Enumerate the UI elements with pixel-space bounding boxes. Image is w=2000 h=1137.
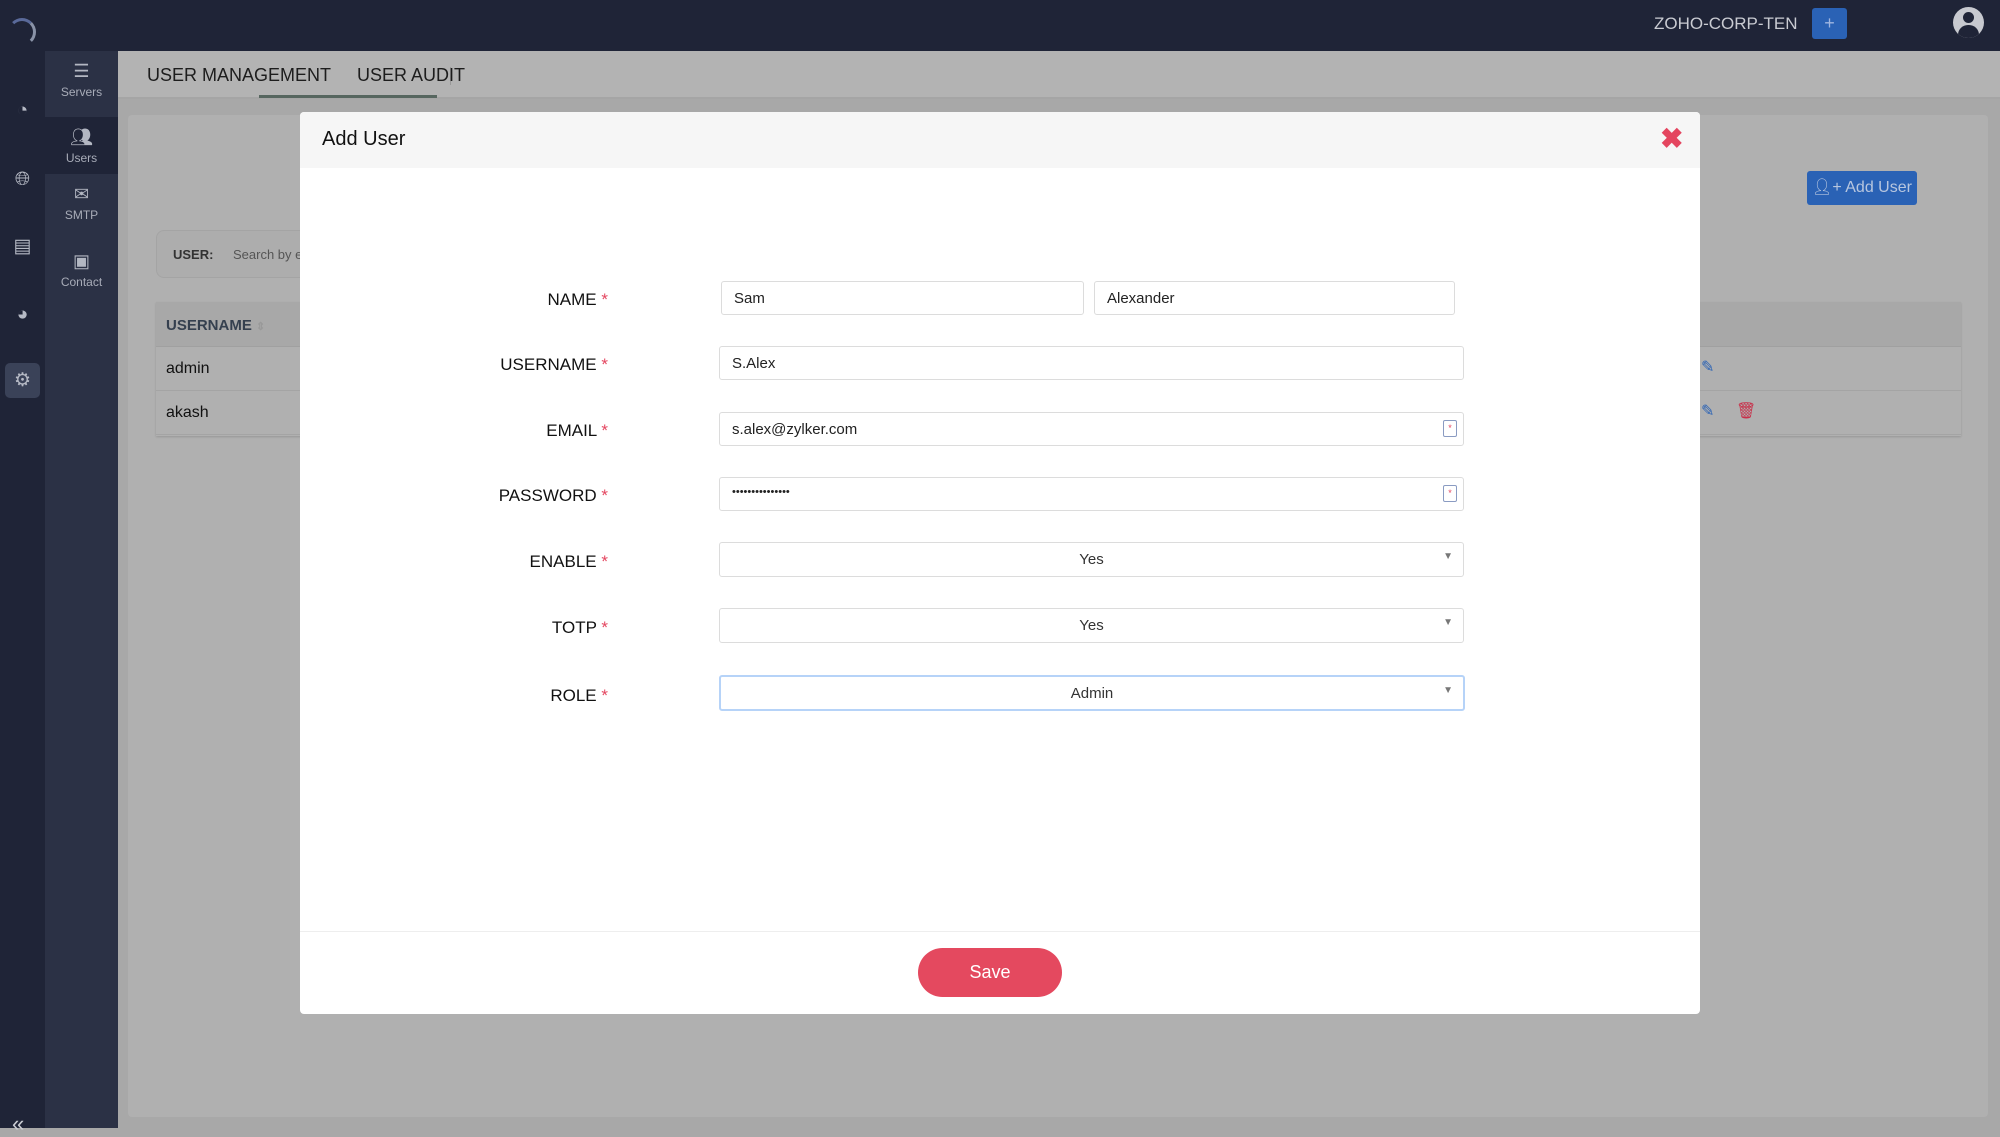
column-header: USERNAME	[166, 317, 252, 334]
password-label: PASSWORD *	[300, 486, 608, 506]
edit-icon[interactable]: ✎	[1701, 403, 1715, 420]
email-label: EMAIL *	[300, 421, 608, 441]
server-icon: ☰	[73, 61, 90, 81]
active-tab-indicator	[259, 95, 437, 98]
users-gear-icon: 👥︎	[70, 127, 93, 147]
mail-icon: ✉	[73, 184, 90, 204]
network-icon[interactable]: ▤	[13, 236, 32, 257]
tab-divider	[450, 67, 451, 85]
username-cell: admin	[166, 360, 210, 377]
tab-user-management[interactable]: USER MANAGEMENT	[147, 65, 332, 85]
collapse-sidebar-icon[interactable]: «	[12, 1111, 25, 1136]
modal-title: Add User	[322, 128, 406, 150]
username-label: USERNAME *	[300, 355, 608, 375]
email-input[interactable]: s.alex@zylker.com *	[719, 412, 1464, 446]
edit-icon[interactable]: ✎	[1701, 359, 1715, 376]
search-input[interactable]: Search by e	[233, 247, 303, 262]
tab-user-audit[interactable]: USER AUDIT	[357, 65, 466, 85]
subnav-smtp[interactable]: ✉ SMTP	[45, 184, 118, 234]
user-plus-icon: 👤︎+	[1812, 179, 1846, 196]
contact-icon: ▣	[72, 251, 90, 271]
reports-chart-icon[interactable]: ◕	[16, 304, 29, 325]
modal-header: Add User ✖	[300, 112, 1700, 168]
username-input[interactable]: S.Alex	[719, 346, 1464, 380]
autofill-key-icon[interactable]: *	[1443, 420, 1457, 437]
save-button[interactable]: Save	[918, 948, 1062, 997]
add-user-modal: Add User ✖ NAME * Sam Alexander USERNAME…	[300, 112, 1700, 1014]
autofill-key-icon[interactable]: *	[1443, 485, 1457, 502]
role-label: ROLE *	[300, 686, 608, 706]
totp-select[interactable]: Yes ▼	[719, 608, 1464, 643]
settings-subnav: ☰ Servers 👥︎ Users ✉ SMTP ▣ Contact	[45, 51, 118, 1128]
dashboard-gauge-icon[interactable]: ◔	[16, 100, 29, 121]
first-name-input[interactable]: Sam	[721, 281, 1084, 315]
tabs-bar: USER MANAGEMENT USER AUDIT	[118, 51, 2000, 99]
chevron-down-icon: ▼	[1443, 551, 1453, 562]
role-select[interactable]: Admin ▼	[719, 675, 1465, 711]
dns-globe-icon[interactable]: 🌐︎	[14, 169, 31, 190]
modal-footer-divider	[300, 931, 1700, 932]
subnav-label: SMTP	[64, 208, 99, 222]
subnav-label: Servers	[60, 85, 103, 99]
subnav-label: Contact	[60, 275, 103, 289]
chevron-down-icon: ▼	[1443, 685, 1453, 696]
sort-icon[interactable]: ⇕	[256, 321, 266, 333]
add-user-label: Add User	[1845, 179, 1912, 196]
settings-gear-icon[interactable]: ⚙	[5, 363, 40, 398]
totp-label: TOTP *	[300, 618, 608, 638]
chevron-down-icon: ▼	[1443, 617, 1453, 628]
password-input[interactable]: ••••••••••••••• *	[719, 477, 1464, 511]
username-cell: akash	[166, 404, 209, 421]
app-logo[interactable]	[8, 18, 36, 46]
subnav-contact[interactable]: ▣ Contact	[45, 251, 118, 301]
name-label: NAME *	[300, 290, 608, 310]
main-sidebar: ◔ 🌐︎ ▤ ◕ ⚙ «	[0, 51, 45, 1136]
add-button[interactable]: +	[1812, 8, 1847, 39]
org-name[interactable]: ZOHO-CORP-TEN	[1654, 14, 1798, 33]
trash-icon[interactable]: 🗑︎	[1736, 403, 1757, 420]
subnav-users[interactable]: 👥︎ Users	[45, 117, 118, 174]
enable-select[interactable]: Yes ▼	[719, 542, 1464, 577]
close-icon[interactable]: ✖	[1660, 123, 1684, 154]
search-label: USER:	[173, 247, 214, 262]
subnav-label: Users	[65, 151, 98, 165]
add-user-button[interactable]: 👤︎+ Add User	[1807, 171, 1917, 205]
enable-label: ENABLE *	[300, 552, 608, 572]
last-name-input[interactable]: Alexander	[1094, 281, 1455, 315]
user-avatar-icon[interactable]	[1953, 7, 1984, 38]
top-bar: ZOHO-CORP-TEN +	[0, 0, 2000, 51]
subnav-servers[interactable]: ☰ Servers	[45, 61, 118, 113]
